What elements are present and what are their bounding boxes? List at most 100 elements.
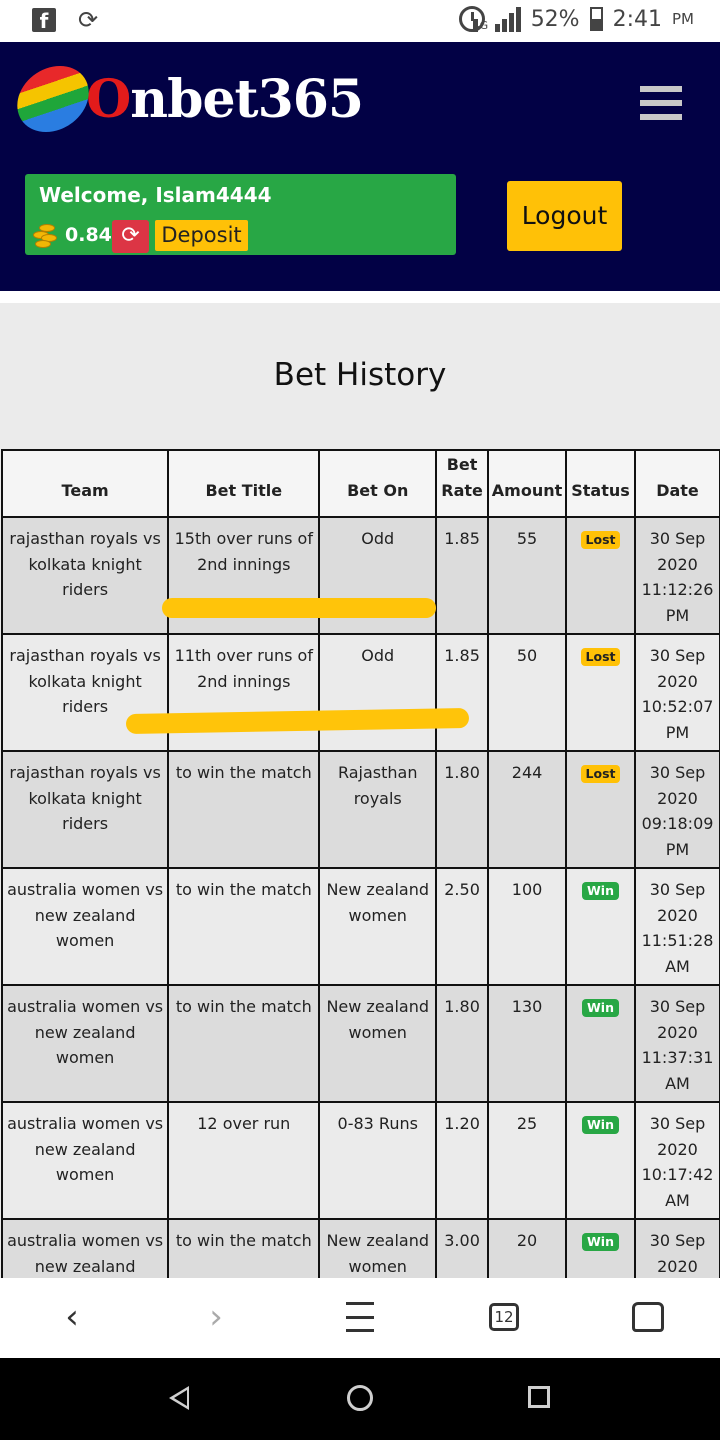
logo-ball-icon <box>10 66 96 132</box>
android-nav-bar <box>0 1358 720 1440</box>
android-home-icon[interactable] <box>347 1385 373 1411</box>
cell-amount: 244 <box>487 750 568 869</box>
cell-date: 30 Sep 2020 10:52:07 PM <box>633 633 720 752</box>
refresh-icon: ⟳ <box>121 223 140 248</box>
facebook-icon: f <box>32 8 56 33</box>
yellow-scribble <box>162 598 436 618</box>
signal-icon: 4G <box>472 6 521 32</box>
status-badge: Lost <box>580 765 621 783</box>
cell-bet-rate: 3.00 <box>435 1218 490 1278</box>
page-title: Bet History <box>273 357 447 393</box>
cell-bet-on: 0-83 Runs <box>318 1101 438 1220</box>
cell-date: 30 Sep 2020 09:18:09 PM <box>633 750 720 869</box>
browser-nav-bar: ‹ › 12 <box>0 1278 720 1358</box>
cell-status: Lost <box>565 633 636 752</box>
table-row: rajasthan royals vs kolkata knight rider… <box>0 633 720 752</box>
tabs-count-button[interactable]: 12 <box>489 1303 519 1331</box>
header-date: Date <box>633 449 720 518</box>
android-recents-icon[interactable] <box>528 1386 550 1408</box>
cell-team: australia women vs new zealand women <box>0 984 170 1103</box>
cell-amount: 25 <box>487 1101 568 1220</box>
cell-bet-title: 11th over runs of 2nd innings <box>167 633 321 752</box>
cell-bet-title: to win the match <box>167 1218 321 1278</box>
status-bar: f ⟳ 4G 52% 2:41 PM <box>0 0 720 42</box>
cell-bet-title: to win the match <box>167 867 321 986</box>
cell-bet-rate: 1.20 <box>435 1101 490 1220</box>
home-icon[interactable] <box>632 1302 664 1332</box>
cell-amount: 20 <box>487 1218 568 1278</box>
header-team: Team <box>0 449 170 518</box>
header-amount: Amount <box>487 449 568 518</box>
status-badge: Win <box>582 1233 619 1251</box>
logo-rest: nbet365 <box>130 68 364 130</box>
sync-icon: ⟳ <box>78 6 99 34</box>
cell-date: 30 Sep 2020 11:37:31 AM <box>633 984 720 1103</box>
cell-date: 30 Sep 2020 <box>633 1218 720 1278</box>
battery-icon <box>589 7 603 31</box>
cell-bet-title: to win the match <box>167 750 321 869</box>
cell-status: Win <box>565 867 636 986</box>
site-header: Onbet365 Welcome, Islam4444 0.84 ⟳ Depos… <box>0 42 720 291</box>
alarm-icon <box>458 6 485 32</box>
cell-amount: 130 <box>487 984 568 1103</box>
status-badge: Win <box>582 1116 619 1134</box>
logo-first-letter: O <box>86 68 131 130</box>
status-badge: Lost <box>580 648 621 666</box>
header-bet-title: Bet Title <box>167 449 321 518</box>
cell-date: 30 Sep 2020 10:17:42 AM <box>633 1101 720 1220</box>
deposit-button[interactable]: Deposit <box>155 220 248 251</box>
cell-bet-on: New zealand women <box>318 867 438 986</box>
site-logo[interactable]: Onbet365 <box>10 66 364 132</box>
android-back-icon[interactable] <box>169 1386 189 1410</box>
bet-history-table: Team Bet Title Bet On Bet Rate Amount St… <box>0 449 720 1278</box>
status-badge: Lost <box>580 531 621 549</box>
welcome-panel: Welcome, Islam4444 0.84 ⟳ Deposit <box>25 174 456 255</box>
cell-status: Win <box>565 1101 636 1220</box>
forward-button[interactable]: › <box>194 1296 238 1340</box>
status-badge: Win <box>582 882 619 900</box>
cell-team: rajasthan royals vs kolkata knight rider… <box>0 750 170 869</box>
hamburger-menu-icon[interactable] <box>640 86 682 120</box>
coins-icon <box>31 224 59 250</box>
back-button[interactable]: ‹ <box>50 1296 94 1340</box>
table-row: rajasthan royals vs kolkata knight rider… <box>0 750 720 869</box>
cell-bet-rate: 1.80 <box>435 750 490 869</box>
cell-status: Win <box>565 984 636 1103</box>
table-header-row: Team Bet Title Bet On Bet Rate Amount St… <box>0 449 720 518</box>
cell-bet-title: 12 over run <box>167 1101 321 1220</box>
logout-button[interactable]: Logout <box>507 181 622 251</box>
cell-team: australia women vs new zealand women <box>0 867 170 986</box>
header-bet-rate: Bet Rate <box>435 449 490 518</box>
refresh-balance-button[interactable]: ⟳ <box>112 220 149 253</box>
chevron-right-icon: › <box>209 1297 223 1337</box>
cell-team: australia women vs new zealand women <box>0 1218 170 1278</box>
cell-bet-rate: 1.85 <box>435 633 490 752</box>
welcome-text: Welcome, Islam4444 <box>39 183 272 207</box>
cell-date: 30 Sep 2020 11:12:26 PM <box>633 516 720 635</box>
cell-amount: 100 <box>487 867 568 986</box>
header-status: Status <box>565 449 636 518</box>
cell-bet-title: to win the match <box>167 984 321 1103</box>
cell-amount: 55 <box>487 516 568 635</box>
clock-time: 2:41 <box>612 6 662 32</box>
cell-status: Lost <box>565 516 636 635</box>
browser-menu-icon[interactable] <box>346 1302 374 1332</box>
system-status: 4G 52% 2:41 PM <box>458 6 694 32</box>
network-type-label: 4G <box>472 19 489 32</box>
clock-ampm: PM <box>672 10 694 28</box>
cell-bet-rate: 1.85 <box>435 516 490 635</box>
chevron-left-icon: ‹ <box>65 1297 79 1337</box>
cell-bet-on: New zealand women <box>318 1218 438 1278</box>
cell-status: Lost <box>565 750 636 869</box>
battery-percent: 52% <box>530 6 580 32</box>
cell-bet-on: Rajasthan royals <box>318 750 438 869</box>
header-bet-on: Bet On <box>318 449 438 518</box>
cell-team: rajasthan royals vs kolkata knight rider… <box>0 516 170 635</box>
table-row: australia women vs new zealand women 12 o… <box>0 1101 720 1220</box>
cell-bet-on: Odd <box>318 633 438 752</box>
notification-icons: f ⟳ <box>32 8 104 34</box>
status-badge: Win <box>582 999 619 1017</box>
balance-amount: 0.84 <box>65 224 112 246</box>
